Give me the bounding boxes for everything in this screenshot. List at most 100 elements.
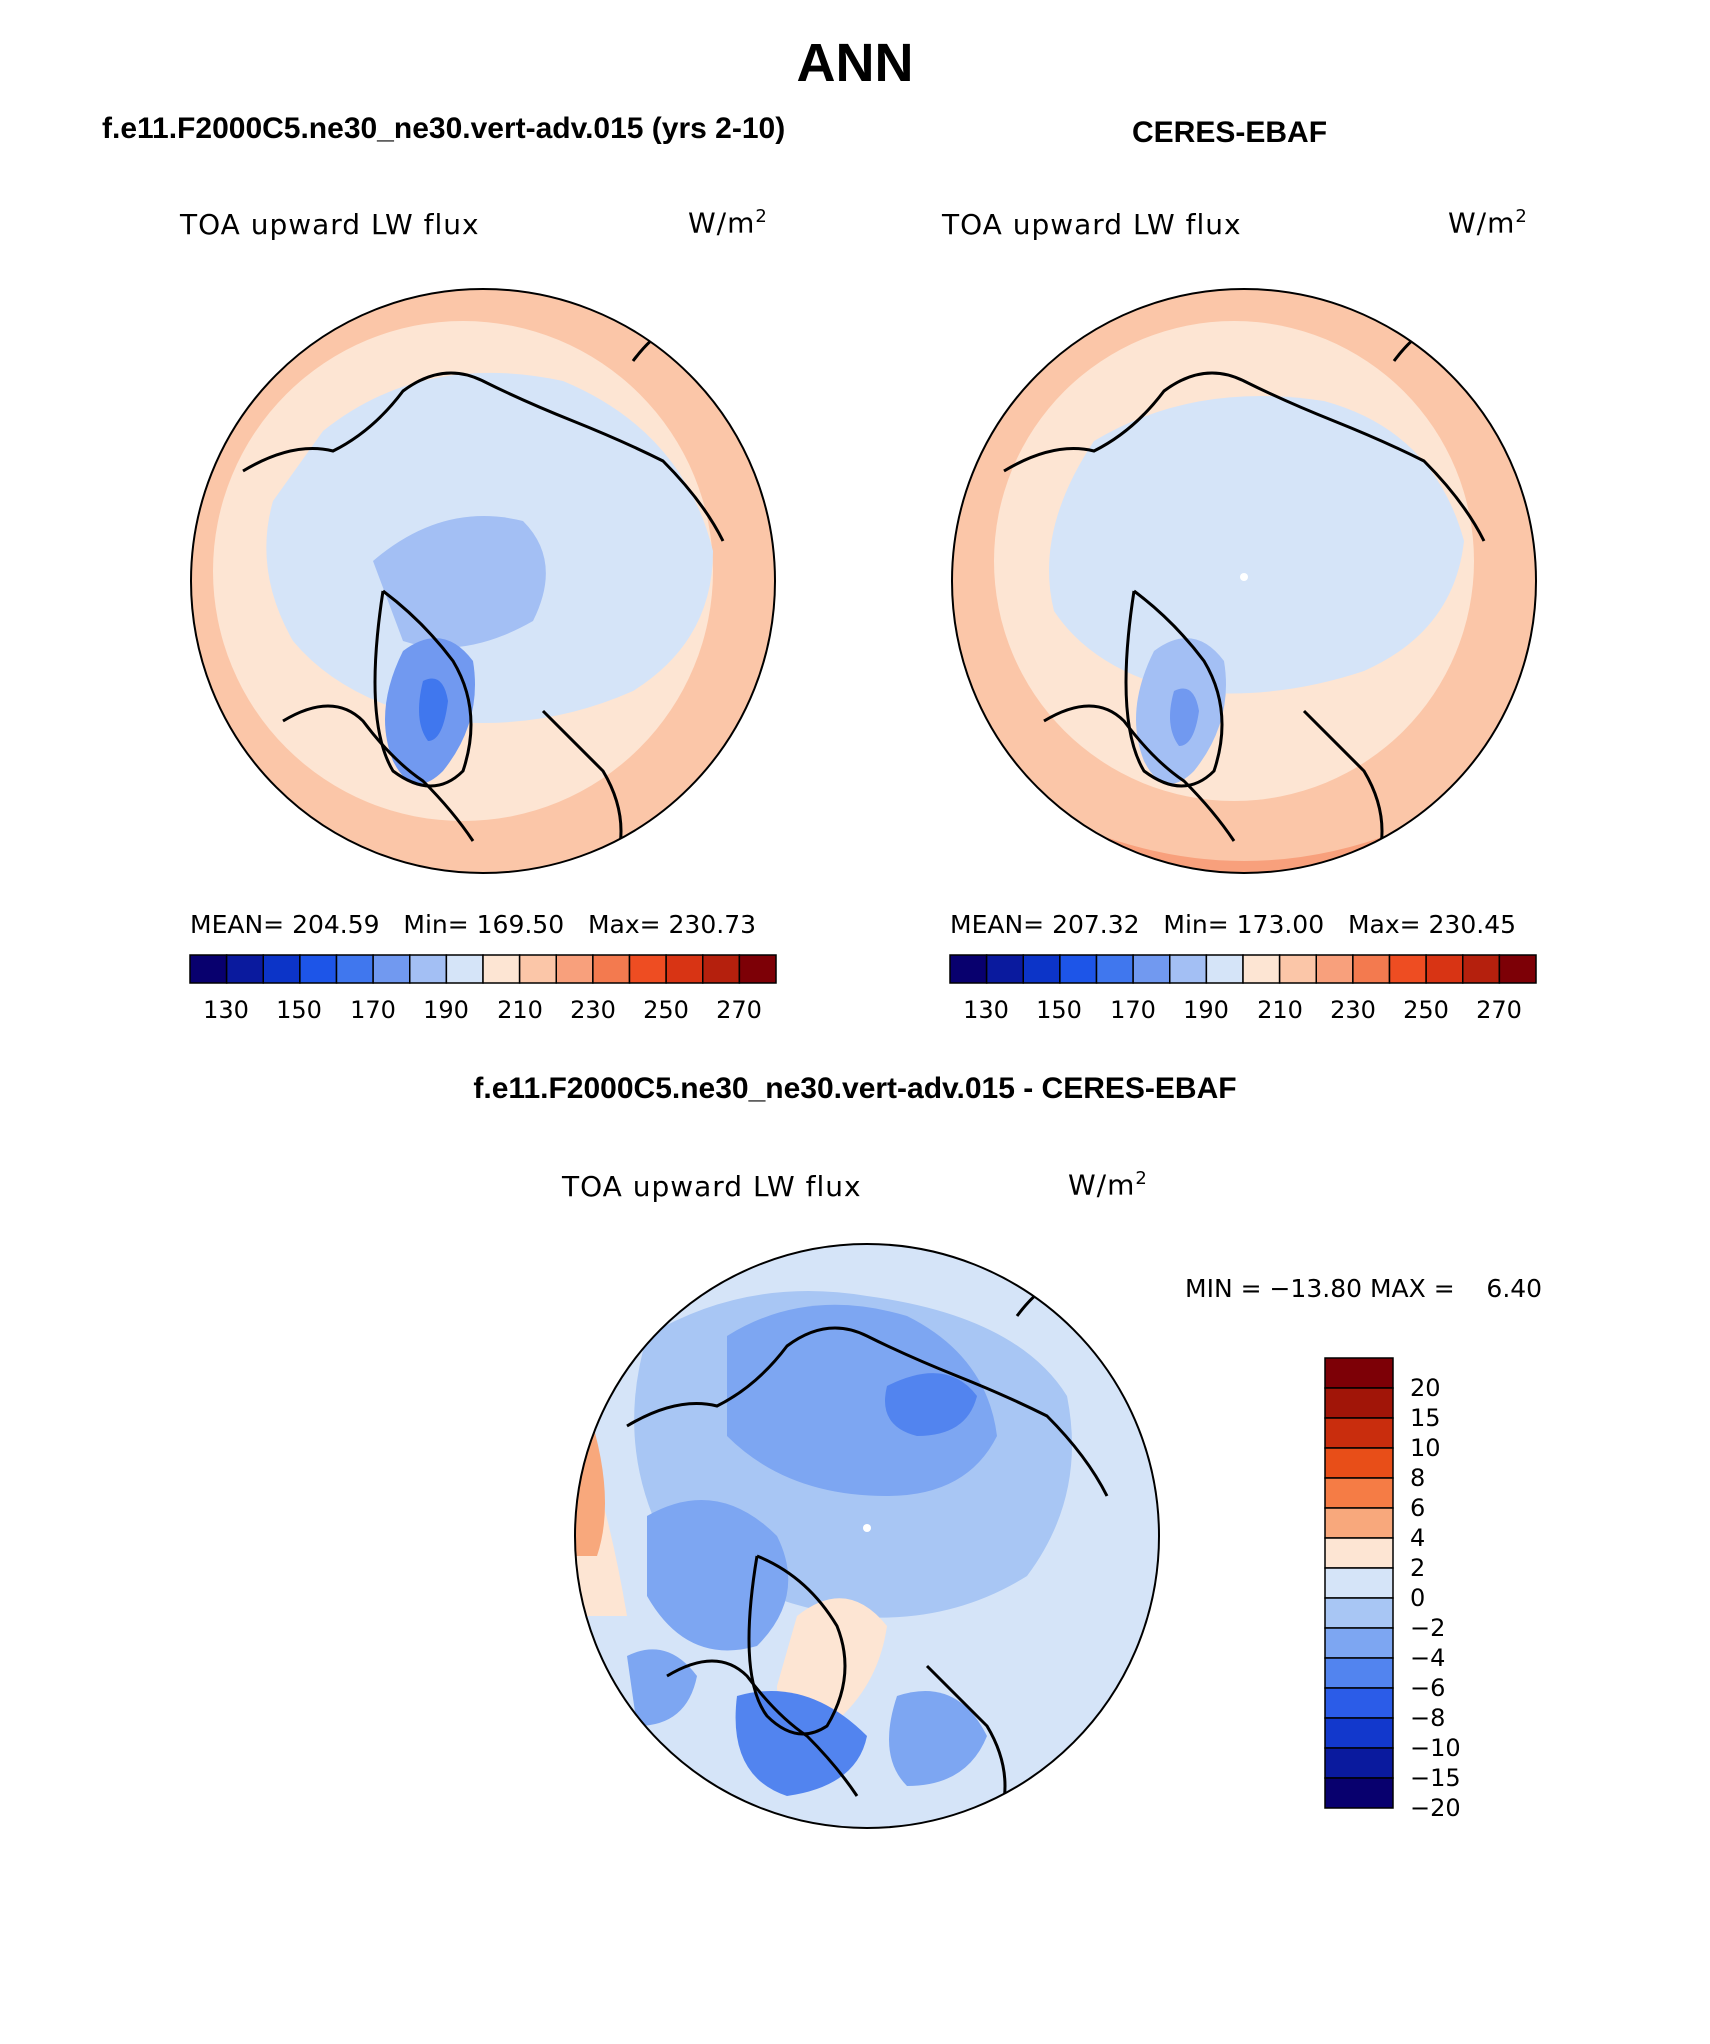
panel1-polar-map bbox=[190, 288, 776, 874]
colorbar-swatch bbox=[1242, 954, 1281, 984]
panel1-colorbar-ticks: 130 150 170 190 210 230 250 270 bbox=[190, 996, 776, 1026]
colorbar-swatch bbox=[335, 954, 374, 984]
panel2-tick: 130 bbox=[963, 996, 1009, 1024]
panel1-tick: 150 bbox=[276, 996, 322, 1024]
colorbar-swatch bbox=[702, 954, 741, 984]
colorbar-swatch bbox=[189, 954, 228, 984]
colorbar-swatch bbox=[1315, 954, 1354, 984]
panel1-colorbar bbox=[189, 954, 777, 984]
colorbar-swatch bbox=[1324, 1657, 1394, 1689]
panel1-tick: 210 bbox=[497, 996, 543, 1024]
diff-polar-map bbox=[574, 1243, 1160, 1829]
panel2-tick: 170 bbox=[1110, 996, 1156, 1024]
panel2-units-exp: 2 bbox=[1515, 206, 1528, 227]
panel1-units-exp: 2 bbox=[755, 206, 768, 227]
colorbar-swatch bbox=[1205, 954, 1244, 984]
colorbar-swatch bbox=[1324, 1567, 1394, 1599]
panel2-tick: 150 bbox=[1036, 996, 1082, 1024]
panel1-map-border bbox=[190, 288, 776, 874]
colorbar-swatch bbox=[985, 954, 1025, 984]
colorbar-swatch bbox=[482, 954, 521, 984]
diff-units-base: W/m bbox=[1068, 1168, 1136, 1202]
diff-tick: 6 bbox=[1410, 1494, 1426, 1522]
panel2-units-label: W/m2 bbox=[1448, 206, 1528, 239]
diff-field bbox=[575, 1244, 1159, 1828]
colorbar-swatch bbox=[1059, 954, 1098, 984]
diff-header: f.e11.F2000C5.ne30_ne30.vert-adv.015 - C… bbox=[473, 1072, 1237, 1105]
colorbar-swatch bbox=[1324, 1507, 1394, 1539]
panel2-variable-label: TOA upward LW flux bbox=[942, 208, 1242, 241]
diff-variable-label: TOA upward LW flux bbox=[562, 1170, 862, 1203]
colorbar-swatch bbox=[1324, 1597, 1394, 1629]
figure-title: ANN bbox=[796, 33, 914, 93]
panel1-tick: 270 bbox=[716, 996, 762, 1024]
colorbar-swatch bbox=[1324, 1687, 1394, 1719]
panel1-units-label: W/m2 bbox=[688, 206, 768, 239]
panel1-stats: MEAN= 204.59 Min= 169.50 Max= 230.73 bbox=[190, 910, 757, 939]
panel2-tick: 230 bbox=[1330, 996, 1376, 1024]
diff-units-label: W/m2 bbox=[1068, 1168, 1148, 1201]
colorbar-swatch bbox=[628, 954, 667, 984]
colorbar-swatch bbox=[1324, 1777, 1394, 1809]
panel2-colorbar bbox=[949, 954, 1537, 984]
diff-colorbar-ticks: 20 15 10 8 6 4 2 0 −2 −4 −6 −8 −10 −15 −… bbox=[1410, 1358, 1490, 1822]
colorbar-swatch bbox=[665, 954, 704, 984]
colorbar-swatch bbox=[1324, 1747, 1394, 1779]
panel1-tick: 170 bbox=[350, 996, 396, 1024]
panel1-tick: 130 bbox=[203, 996, 249, 1024]
colorbar-swatch bbox=[1324, 1717, 1394, 1749]
colorbar-swatch bbox=[555, 954, 594, 984]
colorbar-swatch bbox=[1022, 954, 1061, 984]
colorbar-swatch bbox=[738, 954, 777, 984]
panel2-tick: 250 bbox=[1403, 996, 1449, 1024]
colorbar-swatch bbox=[1324, 1627, 1394, 1659]
colorbar-swatch bbox=[1324, 1357, 1394, 1389]
diff-tick: −2 bbox=[1410, 1614, 1446, 1642]
colorbar-swatch bbox=[409, 954, 448, 984]
diff-tick: 8 bbox=[1410, 1464, 1426, 1492]
panel1-variable-label: TOA upward LW flux bbox=[180, 208, 480, 241]
panel2-stats: MEAN= 207.32 Min= 173.00 Max= 230.45 bbox=[950, 910, 1517, 939]
diff-minmax: MIN = −13.80 MAX = 6.40 bbox=[1185, 1274, 1543, 1303]
colorbar-swatch bbox=[262, 954, 301, 984]
diff-colorbar bbox=[1324, 1357, 1394, 1809]
colorbar-swatch bbox=[225, 954, 265, 984]
colorbar-swatch bbox=[1324, 1477, 1394, 1509]
panel1-tick: 190 bbox=[423, 996, 469, 1024]
diff-tick: 2 bbox=[1410, 1554, 1426, 1582]
colorbar-swatch bbox=[372, 954, 411, 984]
diff-tick: −15 bbox=[1410, 1764, 1461, 1792]
colorbar-swatch bbox=[518, 954, 558, 984]
panel2-polar-map bbox=[951, 288, 1537, 874]
colorbar-swatch bbox=[1324, 1537, 1394, 1569]
diff-map-border bbox=[574, 1243, 1160, 1829]
colorbar-swatch bbox=[1324, 1417, 1394, 1449]
colorbar-swatch bbox=[1095, 954, 1134, 984]
panel1-field bbox=[191, 289, 775, 873]
panel2-units-base: W/m bbox=[1448, 206, 1516, 240]
panel1-tick: 230 bbox=[570, 996, 616, 1024]
colorbar-swatch bbox=[949, 954, 988, 984]
colorbar-swatch bbox=[1462, 954, 1501, 984]
diff-tick: −4 bbox=[1410, 1644, 1446, 1672]
diff-tick: 0 bbox=[1410, 1584, 1426, 1612]
colorbar-swatch bbox=[592, 954, 631, 984]
panel2-colorbar-ticks: 130 150 170 190 210 230 250 270 bbox=[950, 996, 1536, 1026]
diff-tick: 20 bbox=[1410, 1374, 1441, 1402]
colorbar-swatch bbox=[1132, 954, 1171, 984]
panel2-tick: 210 bbox=[1257, 996, 1303, 1024]
diff-tick: −8 bbox=[1410, 1704, 1446, 1732]
diff-tick: −20 bbox=[1410, 1794, 1461, 1822]
panel1-units-base: W/m bbox=[688, 206, 756, 240]
panel1-tick: 250 bbox=[643, 996, 689, 1024]
colorbar-swatch bbox=[299, 954, 338, 984]
colorbar-swatch bbox=[1324, 1387, 1394, 1419]
colorbar-swatch bbox=[1352, 954, 1391, 984]
diff-tick: 15 bbox=[1410, 1404, 1441, 1432]
colorbar-swatch bbox=[1324, 1447, 1394, 1479]
diff-tick: −6 bbox=[1410, 1674, 1446, 1702]
panel2-tick: 190 bbox=[1183, 996, 1229, 1024]
colorbar-swatch bbox=[1388, 954, 1427, 984]
diff-tick: 4 bbox=[1410, 1524, 1426, 1552]
colorbar-swatch bbox=[1425, 954, 1464, 984]
